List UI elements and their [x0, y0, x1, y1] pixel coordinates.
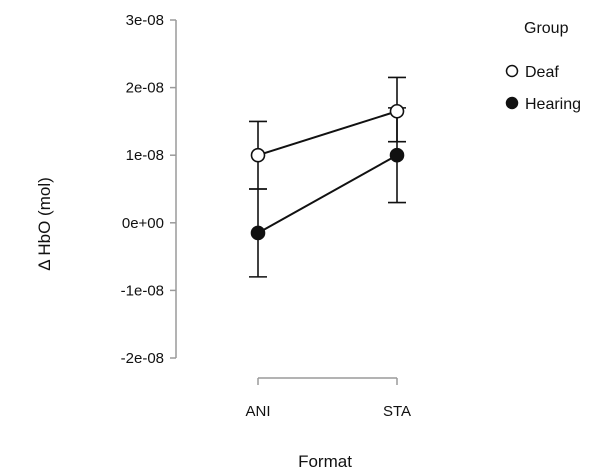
y-tick-label: 2e-08 [126, 80, 164, 97]
legend: Group Deaf Hearing [505, 20, 581, 113]
legend-label-deaf: Deaf [525, 64, 559, 81]
y-tick-label: 1e-08 [126, 147, 164, 164]
data-point-hearing [389, 147, 405, 163]
legend-label-hearing: Hearing [525, 96, 581, 113]
x-ticks: ANI STA [245, 378, 411, 420]
legend-title: Group [524, 20, 569, 37]
data-point-deaf [389, 103, 405, 119]
legend-marker-deaf [505, 64, 519, 78]
x-axis-title: Format [298, 452, 352, 471]
series-line-deaf [257, 110, 398, 157]
x-axis: ANI STA [245, 377, 411, 420]
y-tick-label: -2e-08 [121, 350, 164, 367]
series-line-hearing [257, 154, 398, 234]
y-axis: 3e-08 2e-08 1e-08 0e+00 -1e-08 -2e-08 [121, 12, 177, 367]
series-layer [249, 76, 406, 278]
x-tick-label: STA [383, 403, 411, 420]
data-point-deaf [250, 147, 266, 163]
y-tick-label: 0e+00 [122, 215, 164, 232]
data-point-hearing [250, 225, 266, 241]
y-axis-title: Δ HbO (mol) [35, 177, 54, 271]
series-deaf [249, 76, 406, 190]
y-ticks: 3e-08 2e-08 1e-08 0e+00 -1e-08 -2e-08 [121, 12, 176, 367]
legend-marker-hearing [505, 96, 519, 110]
x-tick-label: ANI [245, 403, 270, 420]
y-tick-label: 3e-08 [126, 12, 164, 29]
y-tick-label: -1e-08 [121, 282, 164, 299]
